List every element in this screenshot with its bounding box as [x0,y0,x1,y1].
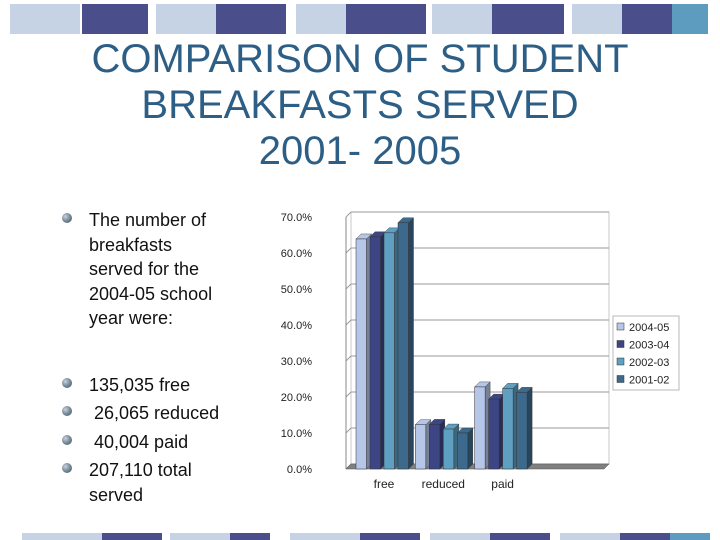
intro-line-2: breakfasts [89,234,173,255]
y-tick-label: 50.0% [281,284,312,296]
y-tick-label: 20.0% [281,392,312,404]
stat-bullet-reduced: 26,065 reduced [62,401,272,426]
stat-paid-text: 40,004 paid [89,431,189,452]
intro-line-5: year were: [89,308,174,328]
bar-2004-05-paid [474,386,486,470]
x-category-label: paid [491,477,514,491]
gridline-depth [345,247,352,254]
title-line-2: BREAKFASTS SERVED [141,83,579,127]
bullet-list: The number of breakfasts served for the … [62,208,272,507]
stat-free-text: 135,035 free [89,374,191,395]
stat-total-line-1: 207,110 total [89,460,192,480]
legend-label: 2004-05 [629,322,669,334]
bar-2001-02-free [397,222,409,470]
legend-label: 2001-02 [629,375,669,387]
top-decorative-strip [0,4,720,34]
gridline-depth [345,391,352,398]
bar-2002-03-free [383,232,395,470]
stat-bullet-free: 135,035 free [62,373,272,398]
legend-swatch [616,375,625,383]
legend-label: 2003-04 [629,340,669,352]
x-category-label: reduced [422,477,465,491]
legend-swatch [616,340,625,348]
bar-2002-03-paid [502,388,514,470]
title-line-3: 2001- 2005 [258,129,462,173]
bar-2002-03-reduced [443,428,455,470]
title-line-1: COMPARISON OF STUDENT [91,37,629,81]
bar-2001-02-reduced [457,432,469,470]
bar-2003-04-paid [488,398,500,470]
slide-title: COMPARISON OF STUDENT BREAKFASTS SERVED … [0,36,720,174]
stat-reduced-text: 26,065 reduced [89,403,220,423]
bullet-icon [62,213,72,223]
bottom-decorative-strip [0,533,720,540]
stat-bullet-total: 207,110 total served [62,458,272,507]
legend-swatch [616,322,625,331]
intro-line-4: 2004-05 school [89,283,213,304]
y-tick-label: 30.0% [281,356,312,368]
bar-side [526,386,533,470]
gridline-depth [345,427,352,434]
bar-2003-04-reduced [429,424,441,470]
intro-bullet: The number of breakfasts served for the … [62,208,272,331]
gridline-depth [345,211,352,218]
bar-2001-02-paid [516,392,528,470]
gridline-depth [345,319,352,326]
breakfast-bar-chart: 0.0% 10.0% 20.0% 30.0% 40.0% 50.0% 60.0% 70.0% f… [281,211,680,491]
y-tick-label: 60.0% [281,248,312,260]
y-tick-label: 0.0% [287,464,312,476]
gridline-depth [345,283,352,290]
bar-2003-04-free [369,236,381,470]
y-tick-label: 70.0% [281,212,312,224]
y-tick-label: 10.0% [281,428,312,440]
bullet-icon [62,377,72,388]
stat-total-line-2: served [89,484,144,505]
y-tick-label: 40.0% [281,320,312,332]
bar-side [408,217,414,470]
bar-side [467,427,474,470]
bar-2004-05-reduced [415,424,427,470]
intro-line-3: served for the [89,259,200,279]
legend-label: 2002-03 [629,357,669,369]
bullet-icon [62,406,72,416]
bar-2004-05-free [355,238,367,470]
intro-line-1: The number of [89,210,207,230]
stat-bullet-paid: 40,004 paid [62,430,272,455]
bullet-icon [62,434,72,445]
x-category-label: free [374,477,395,491]
gridline-depth [345,355,352,362]
legend-swatch [616,357,625,366]
bullet-icon [62,463,72,473]
